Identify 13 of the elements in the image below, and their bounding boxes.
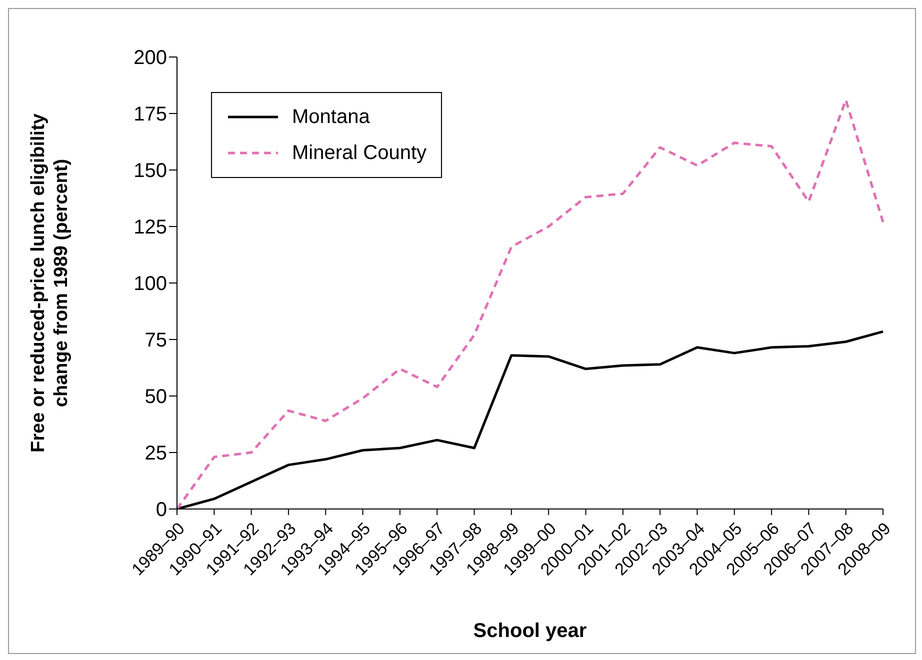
y-tick-label: 200 <box>134 47 167 70</box>
y-tick-label: 50 <box>144 386 167 408</box>
y-tick-label: 75 <box>144 330 167 352</box>
y-tick-label: 0 <box>156 499 167 522</box>
y-tick-label: 125 <box>134 216 167 239</box>
x-axis-title: School year <box>473 620 587 642</box>
legend-label: Mineral County <box>292 142 427 164</box>
legend-label: Montana <box>292 106 370 128</box>
y-axis-title: Free or reduced-price lunch eligibility change from 1989 (percent) <box>28 113 72 452</box>
y-tick-label: 175 <box>134 104 167 126</box>
y-tick-label: 25 <box>144 442 167 465</box>
y-tick-label: 100 <box>134 273 167 296</box>
y-tick-label: 150 <box>134 160 167 182</box>
